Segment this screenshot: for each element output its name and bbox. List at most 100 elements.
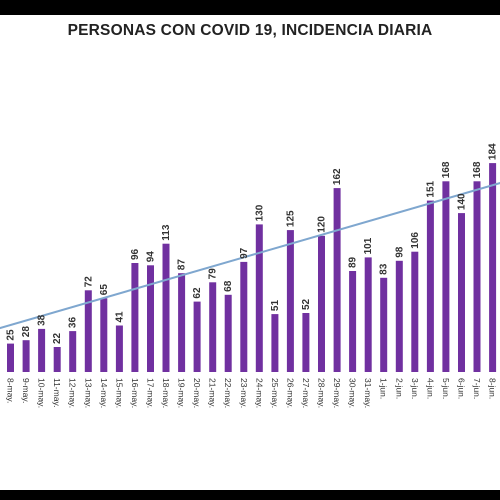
bar-15-may. [115, 325, 123, 372]
value-label-27-may.: 52 [301, 298, 312, 310]
bar-16-may. [131, 263, 139, 372]
x-tick-9-may.: 9-may. [21, 378, 31, 403]
bar-18-may. [162, 243, 170, 372]
bar-2-jun. [395, 260, 403, 372]
x-tick-13-may.: 13-may. [83, 378, 93, 408]
value-label-10-may.: 38 [37, 314, 48, 326]
value-label-1-jun.: 83 [379, 263, 390, 275]
bar-28-may. [318, 235, 325, 372]
x-tick-6-jun.: 6-jun. [457, 378, 467, 399]
x-tick-27-may.: 27-may. [301, 378, 311, 408]
x-tick-18-may.: 18-may. [161, 378, 171, 408]
bars-layer [7, 163, 497, 372]
x-tick-28-may.: 28-may. [317, 378, 327, 408]
bar-8-jun. [489, 163, 497, 372]
value-label-21-may.: 79 [208, 268, 219, 280]
value-label-17-may.: 94 [146, 251, 157, 263]
bar-14-may. [100, 298, 108, 372]
value-label-2-jun.: 98 [394, 246, 405, 258]
value-label-14-may.: 65 [99, 284, 110, 296]
value-label-7-jun.: 168 [472, 161, 483, 178]
bar-4-jun. [426, 200, 434, 372]
bar-7-jun. [473, 181, 481, 372]
value-label-9-may.: 28 [21, 326, 32, 338]
bar-25-may. [271, 314, 279, 372]
value-label-18-may.: 113 [161, 224, 172, 241]
bar-24-may. [255, 224, 263, 372]
value-label-15-may.: 41 [114, 311, 125, 323]
value-label-29-may.: 162 [332, 168, 343, 185]
trendline [0, 182, 500, 330]
x-tick-24-may.: 24-may. [254, 378, 264, 408]
value-labels-layer: 25 28 38 22 36 72 65 41 96 94 113 87 62 79 68 97 130 51 12… [6, 143, 499, 344]
bar-8-may. [7, 343, 14, 372]
x-tick-30-may.: 30-may. [348, 378, 358, 408]
x-tick-4-jun.: 4-jun. [425, 378, 435, 399]
x-tick-8-jun.: 8-jun. [488, 378, 498, 399]
x-tick-22-may.: 22-may. [223, 378, 233, 408]
bar-21-may. [209, 282, 217, 372]
value-label-4-jun.: 151 [425, 180, 436, 197]
x-tick-7-jun.: 7-jun. [472, 378, 482, 399]
bar-3-jun. [411, 251, 419, 372]
x-tick-10-may.: 10-may. [37, 378, 47, 408]
x-tick-31-may.: 31-may. [363, 378, 373, 408]
value-label-16-may.: 96 [130, 248, 141, 260]
chart-title: PERSONAS CON COVID 19, INCIDENCIA DIARIA [67, 22, 433, 39]
value-label-31-may.: 101 [363, 237, 374, 254]
x-tick-1-jun.: 1-jun. [379, 378, 389, 399]
x-tick-19-may.: 19-may. [177, 378, 187, 408]
bar-12-may. [69, 331, 77, 372]
bar-5-jun. [442, 181, 450, 372]
value-label-23-may.: 97 [239, 247, 250, 259]
x-tick-16-may.: 16-may. [130, 378, 140, 408]
x-tick-labels-layer: 8-may. 9-may. 10-may. 11-may. 12-may. 13-may.… [6, 378, 498, 408]
value-label-26-may.: 125 [285, 210, 296, 227]
x-tick-3-jun.: 3-jun. [410, 378, 420, 399]
value-label-25-may.: 51 [270, 300, 281, 312]
x-tick-14-may.: 14-may. [99, 378, 109, 408]
bar-29-may. [333, 188, 341, 372]
x-tick-20-may.: 20-may. [192, 378, 202, 408]
x-tick-11-may.: 11-may. [52, 378, 62, 407]
bar-10-may. [38, 328, 46, 372]
bar-31-may. [364, 257, 372, 372]
value-label-3-jun.: 106 [410, 232, 421, 249]
value-label-20-may.: 62 [192, 287, 203, 299]
value-label-5-jun.: 168 [441, 161, 452, 178]
value-label-28-may.: 120 [317, 216, 328, 233]
bar-23-may. [240, 261, 248, 372]
x-tick-15-may.: 15-may. [114, 378, 124, 408]
x-tick-26-may.: 26-may. [285, 378, 295, 408]
bar-17-may. [147, 265, 154, 372]
bar-30-may. [349, 271, 357, 372]
value-label-24-may.: 130 [254, 204, 265, 221]
value-label-11-may.: 22 [52, 332, 63, 344]
bar-26-may. [286, 230, 294, 372]
x-tick-17-may.: 17-may. [146, 378, 156, 408]
value-label-12-may.: 36 [68, 317, 79, 329]
bar-1-jun. [380, 277, 388, 372]
x-tick-25-may.: 25-may. [270, 378, 280, 408]
value-label-30-may.: 89 [348, 256, 359, 268]
bar-20-may. [193, 301, 201, 372]
value-label-8-may.: 25 [6, 329, 17, 341]
x-tick-8-may.: 8-may. [6, 378, 16, 403]
bar-9-may. [22, 340, 30, 372]
x-tick-2-jun.: 2-jun. [394, 378, 404, 399]
bar-6-jun. [458, 213, 465, 372]
x-tick-29-may.: 29-may. [332, 378, 342, 408]
value-label-6-jun.: 140 [457, 193, 468, 210]
value-label-19-may.: 87 [177, 259, 188, 271]
bar-13-may. [84, 290, 92, 372]
x-tick-21-may.: 21-may. [208, 378, 218, 408]
x-tick-23-may.: 23-may. [239, 378, 249, 408]
bar-11-may. [53, 347, 61, 372]
trendline-layer [0, 182, 500, 330]
value-label-22-may.: 68 [223, 280, 234, 292]
bar-27-may. [302, 313, 310, 372]
x-tick-12-may.: 12-may. [68, 378, 78, 408]
bar-19-may. [178, 273, 186, 372]
